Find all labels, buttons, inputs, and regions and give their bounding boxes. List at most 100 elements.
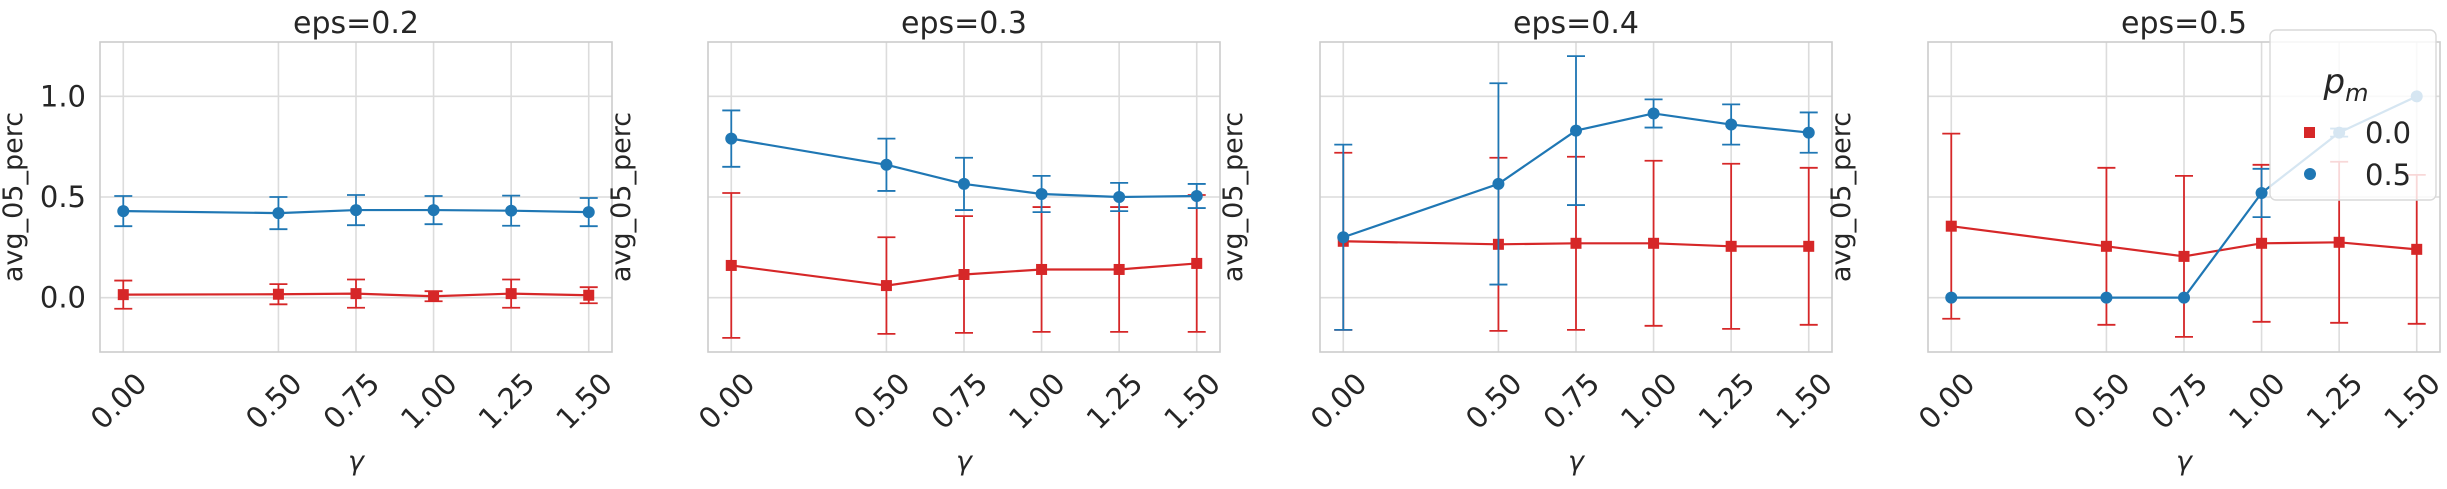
data-point [958, 269, 970, 280]
y-tick-label: 0.0 [40, 281, 86, 315]
data-point [1035, 187, 1048, 200]
data-point [2256, 237, 2268, 249]
chart-panel-3: eps=0.4 avg_05_perc 0.00 0.50 0.75 1.00 1.25 1.… [1218, 6, 1839, 477]
legend-title-subscript: m [2345, 79, 2368, 107]
series-line [1342, 112, 1809, 239]
series-0-0 [722, 192, 1206, 339]
legend-box [2269, 29, 2437, 201]
data-point [880, 280, 892, 292]
x-axis-label: γ [956, 446, 974, 477]
x-tick-label: 1.50 [2377, 366, 2447, 436]
x-tick-label: 1.50 [1769, 366, 1839, 436]
data-point [2255, 186, 2268, 199]
series-0-5 [722, 109, 1206, 213]
series-line [731, 137, 1197, 199]
data-point [725, 132, 738, 145]
axes-frame [1319, 41, 1833, 353]
x-tick-label: 0.00 [84, 366, 154, 436]
x-tick-label: 0.00 [1304, 366, 1374, 436]
x-tick-label: 1.50 [549, 366, 619, 436]
x-tick-label: 0.50 [1459, 366, 1529, 436]
series-line [731, 262, 1197, 287]
axes-frame [1927, 41, 2441, 353]
legend-marker-0-5 [2304, 168, 2316, 180]
series-line [1951, 225, 2417, 258]
y-tick-label: 1.0 [40, 79, 86, 113]
axes-frame [707, 41, 1221, 353]
legend: pm 0.0 0.5 [2269, 29, 2437, 201]
data-point [1337, 231, 1350, 244]
data-point [880, 158, 893, 171]
x-tick-label: 1.25 [2300, 366, 2370, 436]
data-point [1945, 220, 1957, 232]
x-axis-label: γ [1568, 446, 1586, 477]
data-point [117, 205, 130, 218]
x-tick-label: 0.00 [692, 366, 762, 436]
data-point [350, 204, 362, 217]
chart-title: eps=0.2 [293, 6, 419, 41]
x-tick-label: 0.75 [2145, 366, 2215, 436]
x-tick-label: 0.75 [1537, 366, 1607, 436]
data-point [1190, 189, 1203, 202]
series-0-0 [114, 278, 598, 310]
data-point [582, 206, 595, 219]
data-point [2178, 250, 2190, 262]
data-point [1191, 257, 1203, 269]
x-tick-label: 0.75 [317, 366, 387, 436]
data-point [2178, 291, 2190, 304]
data-point [1570, 124, 1582, 137]
chart-title: eps=0.5 [2121, 6, 2247, 41]
data-point [2411, 243, 2423, 255]
data-point [1725, 240, 1737, 252]
data-point [505, 204, 518, 217]
data-point [2333, 236, 2345, 248]
data-point [1570, 237, 1582, 249]
x-tick-label: 1.25 [1692, 366, 1762, 436]
legend-label-0-5: 0.5 [2365, 158, 2411, 192]
series-line [1343, 240, 1809, 248]
x-tick-label: 1.25 [472, 366, 542, 436]
x-tick-label: 1.00 [2222, 366, 2292, 436]
data-point [505, 288, 517, 300]
chart-title: eps=0.4 [1513, 6, 1639, 41]
x-axis-label: γ [348, 446, 366, 477]
data-point [272, 207, 285, 220]
x-tick-label: 0.50 [2067, 366, 2137, 436]
data-point [427, 204, 440, 217]
series-line [123, 208, 589, 215]
data-point [2100, 240, 2112, 252]
data-point [725, 259, 737, 271]
x-tick-label: 1.25 [1080, 366, 1150, 436]
data-point [1802, 126, 1815, 139]
data-point [1647, 107, 1660, 120]
data-point [958, 177, 970, 190]
x-axis-label: γ [2176, 446, 2194, 477]
legend-marker-0-0 [2304, 127, 2315, 138]
chart-title: eps=0.3 [901, 6, 1027, 41]
legend-title-base: p [2323, 62, 2346, 102]
series-0-5 [114, 194, 598, 231]
data-point [1803, 240, 1815, 252]
data-point [350, 288, 362, 300]
y-tick-label: 0.5 [40, 180, 86, 214]
y-axis-label: avg_05_perc [0, 112, 29, 282]
axes-frame [99, 41, 613, 353]
data-point [428, 290, 440, 302]
legend-label-0-0: 0.0 [2365, 116, 2411, 150]
x-tick-label: 0.50 [239, 366, 309, 436]
data-point [583, 289, 595, 301]
series-line [123, 292, 589, 298]
legend-title: pm [2323, 62, 2369, 107]
data-point [1648, 237, 1660, 249]
x-tick-label: 0.75 [925, 366, 995, 436]
y-axis-label: avg_05_perc [606, 112, 637, 282]
x-tick-label: 0.50 [847, 366, 917, 436]
data-point [1492, 177, 1505, 190]
chart-panel-2: eps=0.3 avg_05_perc 0.00 0.50 0.75 1.00 1.25 1.… [606, 6, 1227, 477]
data-point [1725, 118, 1738, 131]
data-point [1113, 263, 1125, 275]
x-tick-label: 1.00 [1614, 366, 1684, 436]
data-point [1113, 191, 1126, 203]
x-tick-label: 1.00 [1002, 366, 1072, 436]
x-tick-label: 0.00 [1912, 366, 1982, 436]
